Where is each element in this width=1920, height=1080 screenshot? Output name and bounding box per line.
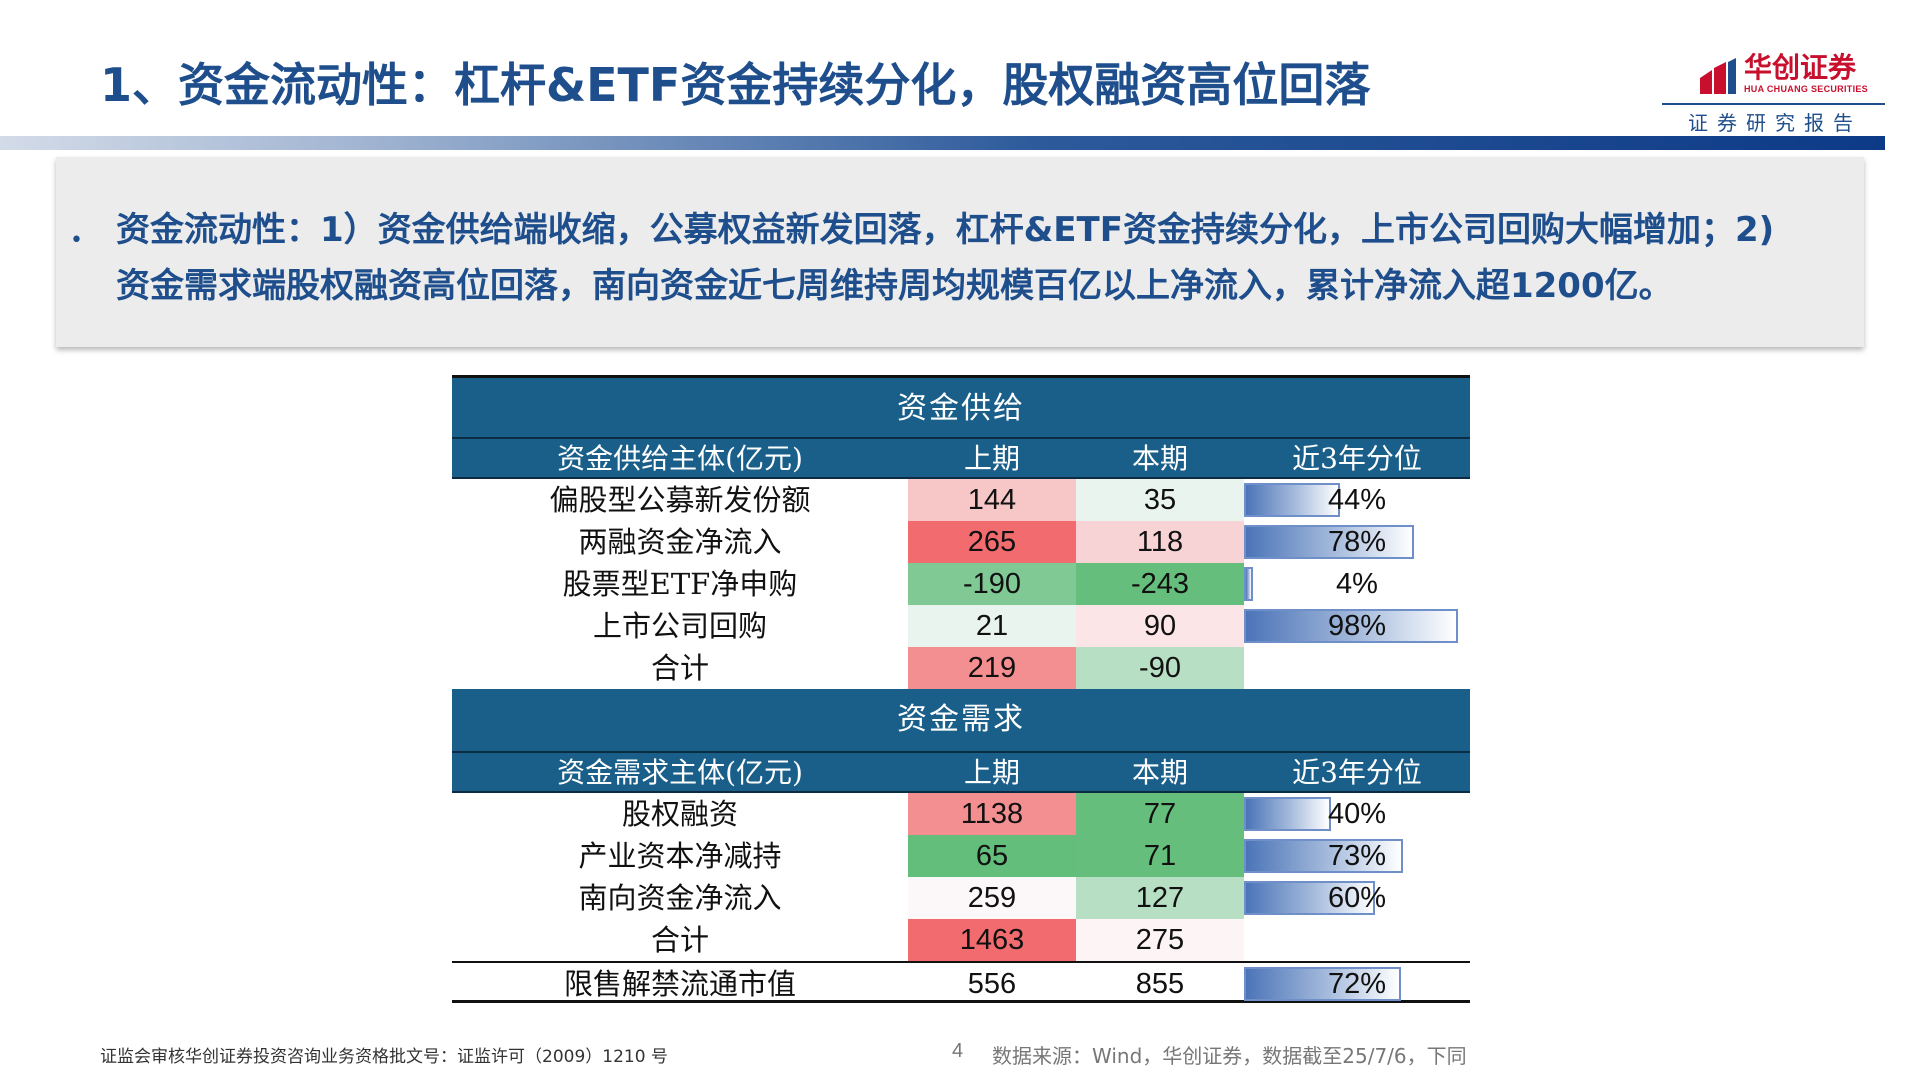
- report-type-label: 证券研究报告: [1688, 111, 1862, 135]
- prev-value: 21: [908, 605, 1076, 647]
- percentile-bar: [1244, 567, 1253, 601]
- header-gradient-bar: [0, 136, 1885, 150]
- percentile-bar: [1244, 881, 1375, 915]
- prev-value: 144: [908, 479, 1076, 521]
- prev-value: 65: [908, 835, 1076, 877]
- prev-value: 556: [967, 968, 1017, 1000]
- percentile-cell: [1244, 647, 1470, 689]
- percentile-value: 98%: [1327, 610, 1387, 642]
- curr-value: -90: [1076, 647, 1244, 689]
- curr-value: 71: [1076, 835, 1244, 877]
- curr-value: 90: [1076, 605, 1244, 647]
- unlock-row: 限售解禁流通市值 556 855 72%: [452, 961, 1470, 1003]
- row-label: 股票型ETF净申购: [562, 567, 798, 601]
- prev-value: 1463: [908, 919, 1076, 961]
- curr-value: 855: [1135, 968, 1185, 1000]
- percentile-cell: [1244, 919, 1470, 961]
- data-source: 数据来源：Wind，华创证券，数据截至25/7/6，下同: [992, 1044, 1467, 1068]
- percentile-cell: 60%: [1244, 877, 1470, 919]
- percentile-cell: 72%: [1244, 963, 1470, 1001]
- percentile-cell: 98%: [1244, 605, 1470, 647]
- percentile-value: 78%: [1327, 526, 1387, 558]
- curr-value: 35: [1076, 479, 1244, 521]
- percentile-bar: [1244, 525, 1414, 559]
- percentile-bar: [1244, 483, 1340, 517]
- demand-header-row: 资金需求主体(亿元) 上期 本期 近3年分位: [452, 751, 1470, 793]
- liquidity-table: 资金供给 资金供给主体(亿元) 上期 本期 近3年分位 偏股型公募新发份额 14…: [452, 375, 1470, 1003]
- row-label: 产业资本净减持: [578, 839, 782, 873]
- logo-chinese-name: 华创证券: [1744, 51, 1857, 84]
- prev-value: 259: [908, 877, 1076, 919]
- percentile-cell: 73%: [1244, 835, 1470, 877]
- curr-value: -243: [1076, 563, 1244, 605]
- supply-section-title: 资金供给: [452, 375, 1470, 437]
- percentile-cell: 40%: [1244, 793, 1470, 835]
- demand-header-percentile: 近3年分位: [1292, 756, 1422, 789]
- brand-logo: 华创证券 HUA CHUANG SECURITIES: [1662, 51, 1868, 102]
- percentile-value: 72%: [1327, 968, 1387, 1000]
- prev-value: 265: [908, 521, 1076, 563]
- table-row: 产业资本净减持 65 71 73%: [452, 835, 1470, 877]
- bullet-icon: •: [70, 228, 83, 253]
- percentile-value: 60%: [1327, 882, 1387, 914]
- percentile-value: 4%: [1336, 568, 1378, 600]
- logo-divider: [1662, 103, 1885, 105]
- curr-value: 127: [1076, 877, 1244, 919]
- percentile-bar: [1244, 967, 1401, 1001]
- table-row: 南向资金净流入 259 127 60%: [452, 877, 1470, 919]
- curr-value: 77: [1076, 793, 1244, 835]
- demand-header-label: 资金需求主体(亿元): [557, 756, 803, 789]
- supply-header-prev: 上期: [963, 442, 1020, 475]
- row-label: 南向资金净流入: [578, 881, 782, 915]
- huachuang-logo-icon: [1700, 58, 1736, 94]
- percentile-bar: [1244, 839, 1403, 873]
- row-label: 限售解禁流通市值: [563, 967, 796, 1001]
- row-label: 偏股型公募新发份额: [549, 483, 811, 517]
- table-row: 两融资金净流入 265 118 78%: [452, 521, 1470, 563]
- page-title: 1、资金流动性：杠杆&ETF资金持续分化，股权融资高位回落: [100, 58, 1371, 112]
- percentile-bar: [1244, 797, 1331, 831]
- prev-value: -190: [908, 563, 1076, 605]
- row-label: 合计: [650, 923, 709, 957]
- table-row: 股票型ETF净申购 -190 -243 4%: [452, 563, 1470, 605]
- table-row-total: 合计 1463 275: [452, 919, 1470, 961]
- curr-value: 118: [1076, 521, 1244, 563]
- percentile-value: 73%: [1327, 840, 1387, 872]
- page-number: 4: [952, 1040, 964, 1062]
- demand-section-title: 资金需求: [452, 689, 1470, 751]
- row-label: 合计: [650, 651, 709, 685]
- table-row: 偏股型公募新发份额 144 35 44%: [452, 479, 1470, 521]
- summary-line-2: 资金需求端股权融资高位回落，南向资金近七周维持周均规模百亿以上净流入，累计净流入…: [116, 266, 1673, 306]
- curr-value: 275: [1076, 919, 1244, 961]
- percentile-cell: 44%: [1244, 479, 1470, 521]
- prev-value: 219: [908, 647, 1076, 689]
- row-label: 股权融资: [621, 797, 738, 831]
- license-note: 证监会审核华创证券投资咨询业务资格批文号：证监许可（2009）1210 号: [100, 1047, 668, 1067]
- percentile-cell: 78%: [1244, 521, 1470, 563]
- demand-header-prev: 上期: [963, 756, 1020, 789]
- summary-text: 资金流动性：1）资金供给端收缩，公募权益新发回落，杠杆&ETF资金持续分化，上市…: [116, 202, 1876, 314]
- percentile-cell: 4%: [1244, 563, 1470, 605]
- summary-line-1: 资金流动性：1）资金供给端收缩，公募权益新发回落，杠杆&ETF资金持续分化，上市…: [116, 210, 1775, 250]
- percentile-value: 44%: [1327, 484, 1387, 516]
- summary-box: [56, 157, 1864, 347]
- table-row: 上市公司回购 21 90 98%: [452, 605, 1470, 647]
- supply-header-percentile: 近3年分位: [1292, 442, 1422, 475]
- prev-value: 1138: [908, 793, 1076, 835]
- percentile-value: 40%: [1327, 798, 1387, 830]
- row-label: 两融资金净流入: [578, 525, 782, 559]
- row-label: 上市公司回购: [592, 609, 767, 643]
- demand-header-curr: 本期: [1131, 756, 1188, 789]
- supply-header-curr: 本期: [1131, 442, 1188, 475]
- table-row: 股权融资 1138 77 40%: [452, 793, 1470, 835]
- logo-english-name: HUA CHUANG SECURITIES: [1744, 84, 1868, 94]
- supply-header-row: 资金供给主体(亿元) 上期 本期 近3年分位: [452, 437, 1470, 479]
- table-row-total: 合计 219 -90: [452, 647, 1470, 689]
- percentile-bar: [1244, 609, 1458, 643]
- supply-header-label: 资金供给主体(亿元): [557, 442, 803, 475]
